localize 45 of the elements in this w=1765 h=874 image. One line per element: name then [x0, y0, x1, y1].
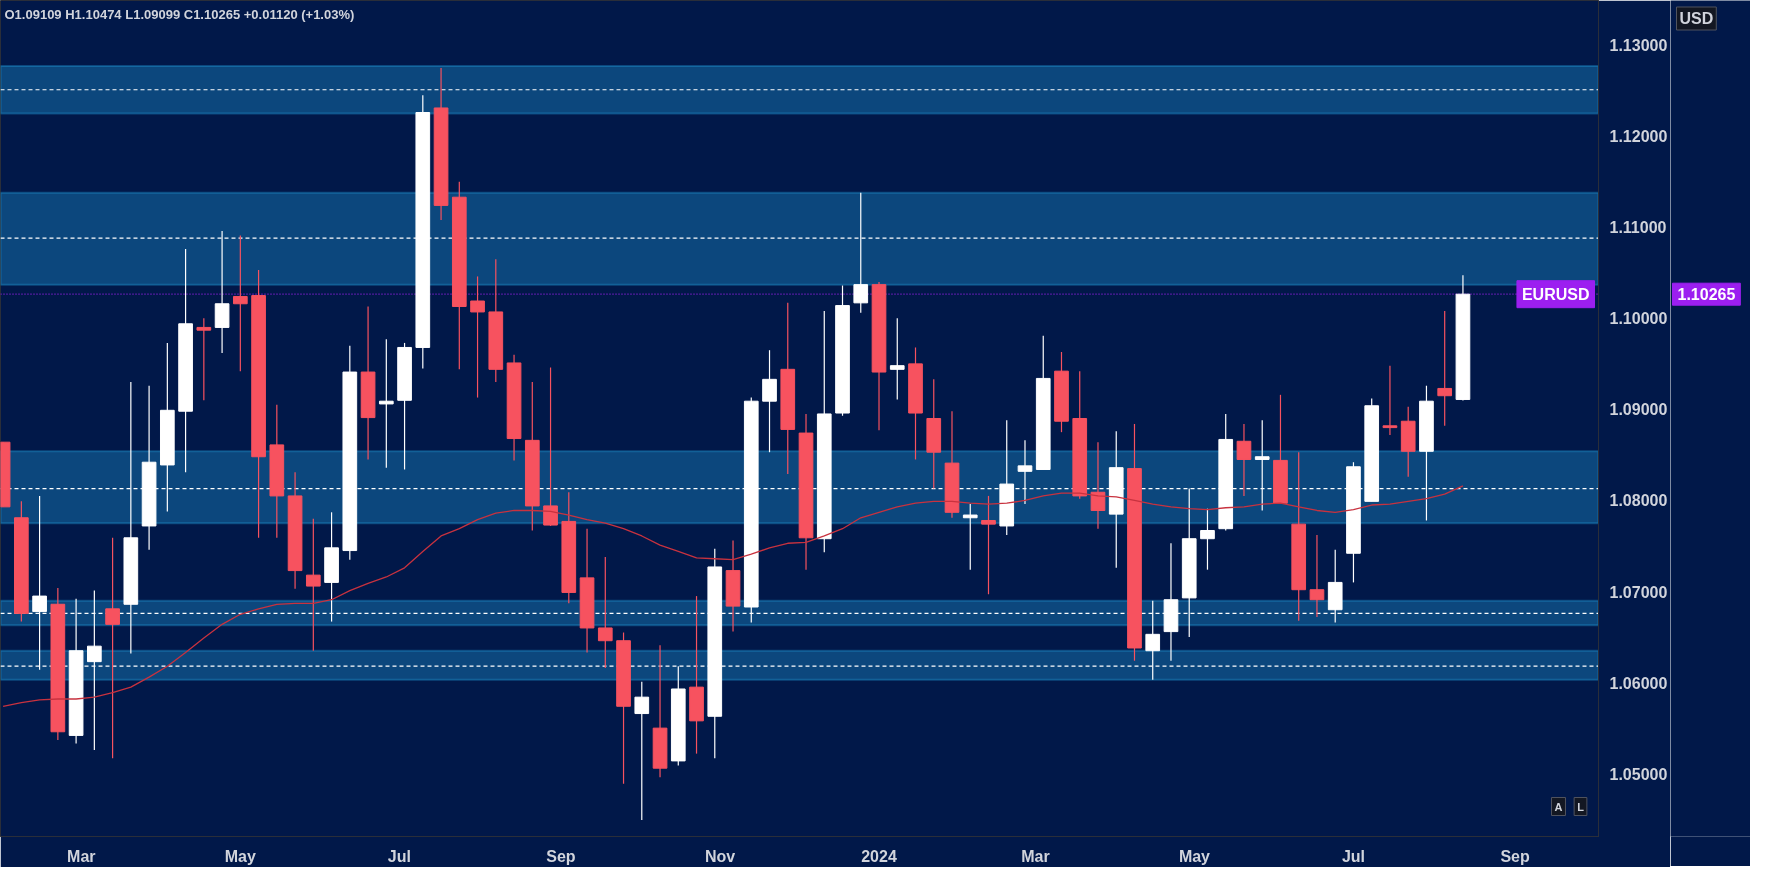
- x-tick-label: Jul: [1341, 847, 1366, 865]
- candlestick: [597, 556, 613, 669]
- candlestick: [470, 275, 485, 399]
- x-tick-label: 2024: [861, 847, 897, 865]
- x-tick-label: Sep: [1500, 847, 1530, 865]
- candlestick: [634, 681, 650, 821]
- y-tick-label: 1.05000: [1609, 765, 1668, 783]
- candlestick: [962, 503, 978, 571]
- candlestick: [232, 234, 248, 372]
- x-tick-label: Mar: [1021, 847, 1050, 865]
- x-tick-label: Mar: [67, 847, 96, 865]
- candlestick: [305, 518, 321, 652]
- candlestick: [981, 495, 996, 595]
- candlestick: [543, 366, 558, 527]
- candlestick: [889, 317, 905, 400]
- text: USD: [1679, 10, 1714, 27]
- line-series: [2, 485, 1464, 707]
- candlestick: [1236, 423, 1252, 497]
- x-tick-label: Nov: [704, 847, 736, 865]
- candlestick: [378, 338, 394, 469]
- candlestick: [1382, 365, 1398, 436]
- candlestick: [1090, 441, 1106, 530]
- x-tick-label: Jul: [387, 847, 411, 865]
- ref-line-label: EURUSD: [1521, 285, 1590, 303]
- x-tick-label: May: [224, 847, 256, 865]
- annotation: A: [1554, 800, 1563, 813]
- x-tick-label: May: [1178, 847, 1211, 865]
- x-tick-label: Sep: [546, 847, 576, 865]
- text: 1.10265: [1677, 286, 1736, 304]
- candlestick: [1309, 534, 1325, 618]
- candlestick: [196, 317, 212, 401]
- candlestick: [1200, 508, 1215, 571]
- y-tick-label: 1.06000: [1609, 674, 1668, 692]
- y-tick-label: 1.10000: [1609, 310, 1668, 328]
- y-tick-label: 1.13000: [1609, 37, 1668, 55]
- candlestick: [105, 537, 120, 759]
- annotation: L: [1577, 800, 1585, 813]
- y-tick-label: 1.11000: [1609, 219, 1667, 237]
- annotation: O1.09109 H1.10474 L1.09099 C1.10265 +0.01120 (+1.03%): [4, 7, 355, 22]
- y-tick-label: 1.12000: [1609, 128, 1668, 146]
- y-tick-label: 1.07000: [1609, 583, 1668, 601]
- candlestick: [762, 349, 777, 453]
- y-tick-label: 1.08000: [1609, 492, 1668, 510]
- y-tick-label: 1.09000: [1609, 401, 1668, 419]
- candlestick: [1437, 310, 1453, 427]
